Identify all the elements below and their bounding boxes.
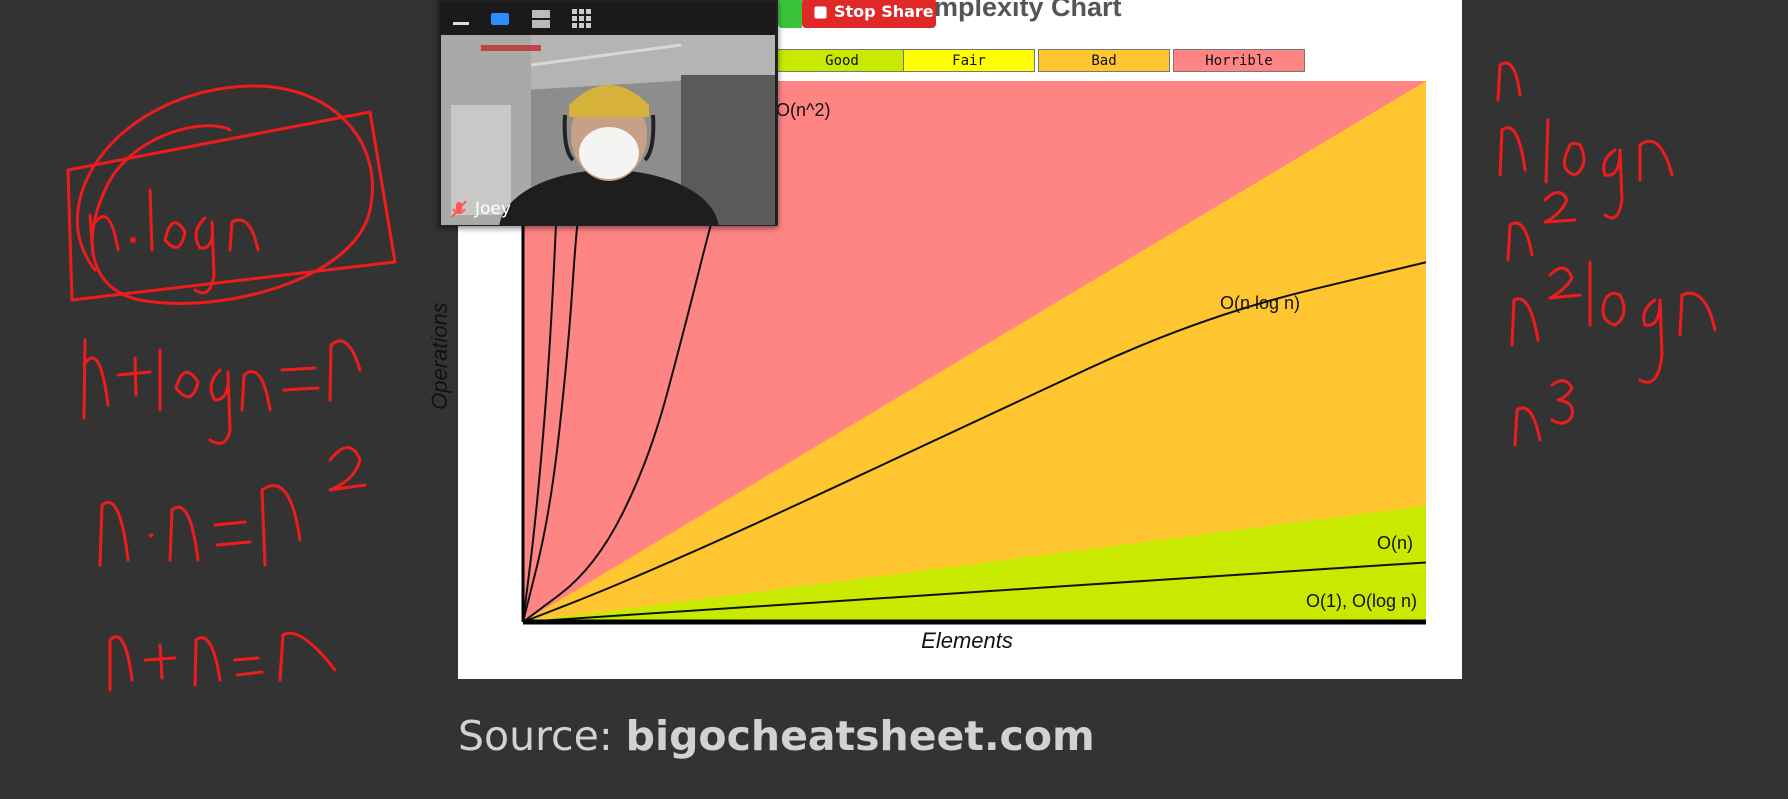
slide-title: mplexity Chart — [934, 0, 1122, 22]
gallery-view-icon[interactable] — [571, 8, 593, 30]
participant-video: Joey — [441, 35, 775, 225]
legend-item-fair: Fair — [903, 49, 1035, 72]
region-good — [523, 505, 1426, 622]
curve-label-constant-log: O(1), O(log n) — [1306, 591, 1418, 611]
video-toolbar — [440, 2, 776, 34]
minimize-icon[interactable] — [450, 8, 472, 30]
source-site[interactable]: bigocheatsheet.com — [625, 712, 1095, 760]
speaker-view-icon[interactable] — [489, 8, 511, 30]
x-axis-label: Elements — [921, 628, 1013, 653]
curve-n-log-n — [522, 261, 1427, 623]
stop-share-label: Stop Share — [834, 2, 934, 21]
legend-item-bad: Bad — [1038, 49, 1170, 72]
stop-share-button[interactable]: Stop Share — [802, 0, 936, 28]
y-axis-label: Operations — [427, 302, 452, 410]
curve-label-n: O(n) — [1377, 533, 1413, 553]
stop-icon — [814, 6, 827, 19]
curve-n-squared — [522, 156, 732, 623]
video-window[interactable]: Joey — [438, 0, 778, 226]
source-prefix: Source: — [458, 712, 626, 760]
source-line: Source: bigocheatsheet.com — [458, 712, 1095, 760]
participant-name: Joey — [475, 199, 511, 219]
curve-exponential — [522, 156, 561, 623]
curve-label-n-squared: O(n^2) — [776, 100, 831, 120]
region-bad — [523, 81, 1426, 622]
share-status-tab[interactable] — [778, 0, 802, 28]
curve-n-cubed — [522, 156, 588, 623]
participant-video-frame — [441, 35, 775, 225]
legend-item-horrible: Horrible — [1173, 49, 1305, 72]
muted-mic-icon — [451, 200, 467, 218]
legend-item-good: Good — [776, 49, 908, 72]
curve-linear — [522, 561, 1427, 623]
thumbnail-view-icon[interactable] — [530, 8, 552, 30]
curve-label-n-log-n: O(n log n) — [1220, 293, 1301, 313]
